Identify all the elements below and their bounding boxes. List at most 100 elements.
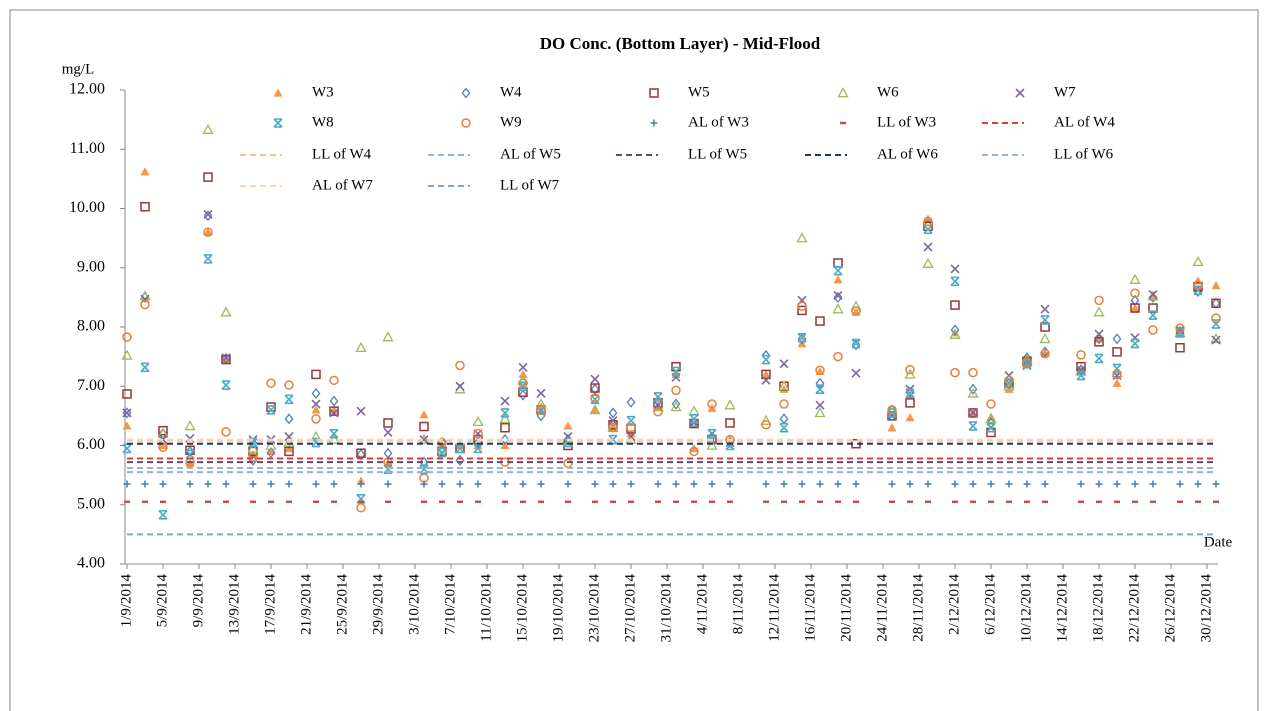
- data-point: [221, 354, 231, 365]
- data-point: [1094, 295, 1104, 306]
- data-point: [796, 232, 808, 243]
- data-point: [779, 359, 789, 369]
- data-point: [833, 291, 843, 301]
- data-point: [329, 395, 339, 407]
- data-point: [1211, 298, 1221, 309]
- data-point: [455, 381, 465, 391]
- data-point: [158, 441, 168, 450]
- data-point: [184, 420, 196, 431]
- data-point: [329, 408, 339, 418]
- data-point: [778, 380, 790, 391]
- data-point: [203, 209, 213, 219]
- data-point: [500, 408, 510, 418]
- data-point: [671, 366, 681, 377]
- data-point: [725, 440, 735, 451]
- x-tick-label: 20/11/2014: [838, 574, 854, 642]
- x-tick-label: 10/12/2014: [1018, 574, 1034, 643]
- legend-label: AL of W5: [500, 146, 561, 162]
- data-point: [949, 328, 961, 339]
- data-point: [1040, 315, 1050, 325]
- data-point: [140, 201, 150, 212]
- y-tick-label: 12.00: [69, 81, 105, 98]
- data-point: [356, 448, 366, 458]
- data-point: [1130, 303, 1140, 313]
- data-point: [383, 464, 393, 474]
- reference-marker: [951, 480, 959, 488]
- x-tick-label: 12/11/2014: [766, 574, 782, 642]
- data-point: [779, 422, 789, 433]
- reference-marker: [564, 480, 572, 488]
- data-point: [266, 378, 276, 389]
- data-point: [203, 227, 213, 236]
- data-point: [851, 339, 861, 351]
- legend-label: W3: [312, 84, 334, 100]
- data-point: [851, 368, 861, 378]
- data-point: [221, 427, 231, 437]
- reference-marker: [501, 480, 509, 488]
- data-point: [590, 393, 600, 403]
- data-point: [815, 365, 825, 376]
- reference-marker: [816, 480, 824, 488]
- x-tick-label: 4/11/2014: [694, 574, 710, 635]
- data-point: [1040, 349, 1050, 358]
- data-point: [1130, 294, 1140, 306]
- data-point: [1130, 303, 1140, 312]
- data-point: [202, 123, 214, 134]
- legend-label: LL of W5: [688, 146, 747, 162]
- data-point: [535, 398, 547, 409]
- data-point: [761, 369, 771, 378]
- data-point: [761, 354, 771, 365]
- data-point: [815, 377, 825, 389]
- legend-swatch: [650, 119, 658, 127]
- x-tick-label: 27/10/2014: [622, 574, 638, 643]
- data-point: [311, 387, 321, 399]
- legend-swatch: [461, 87, 471, 99]
- reference-marker: [1041, 480, 1049, 488]
- reference-marker: [672, 480, 680, 488]
- data-point: [266, 447, 276, 459]
- data-point: [158, 425, 168, 436]
- data-point: [725, 418, 735, 428]
- x-tick-label: 23/10/2014: [586, 574, 602, 643]
- data-point: [455, 443, 465, 454]
- reference-marker: [537, 480, 545, 488]
- data-point: [356, 494, 366, 504]
- reference-marker: [834, 480, 842, 488]
- data-point: [383, 418, 393, 428]
- reference-marker: [1212, 480, 1220, 488]
- reference-marker: [1194, 480, 1202, 488]
- data-point: [1193, 285, 1203, 297]
- x-tick-label: 30/12/2014: [1198, 574, 1214, 643]
- x-tick-label: 14/12/2014: [1054, 574, 1070, 643]
- data-point: [284, 446, 294, 457]
- data-point: [500, 434, 510, 446]
- legend-label: LL of W7: [500, 177, 560, 193]
- data-point: [923, 242, 933, 252]
- reference-marker: [186, 480, 194, 488]
- data-point: [653, 398, 663, 408]
- reference-marker: [267, 480, 275, 488]
- data-point: [968, 408, 978, 418]
- data-point: [266, 446, 276, 456]
- legend-label: LL of W6: [1054, 146, 1114, 162]
- data-point: [815, 384, 825, 395]
- x-tick-label: 28/11/2014: [910, 574, 926, 642]
- data-point: [950, 300, 960, 310]
- data-point: [779, 399, 789, 409]
- data-point: [311, 369, 321, 380]
- legend-swatch: [837, 87, 849, 98]
- reference-marker: [1095, 480, 1103, 488]
- x-tick-label: 5/9/2014: [154, 574, 170, 628]
- data-point: [311, 399, 321, 409]
- legend-label: AL of W7: [312, 177, 373, 193]
- data-point: [518, 381, 528, 392]
- legend-label: W4: [500, 84, 522, 100]
- reference-marker: [330, 480, 338, 488]
- reference-marker: [420, 480, 428, 488]
- data-point: [419, 435, 429, 445]
- reference-marker: [591, 480, 599, 488]
- data-point: [653, 406, 663, 417]
- data-point: [1211, 319, 1221, 329]
- data-point: [797, 333, 807, 345]
- data-point: [706, 439, 718, 450]
